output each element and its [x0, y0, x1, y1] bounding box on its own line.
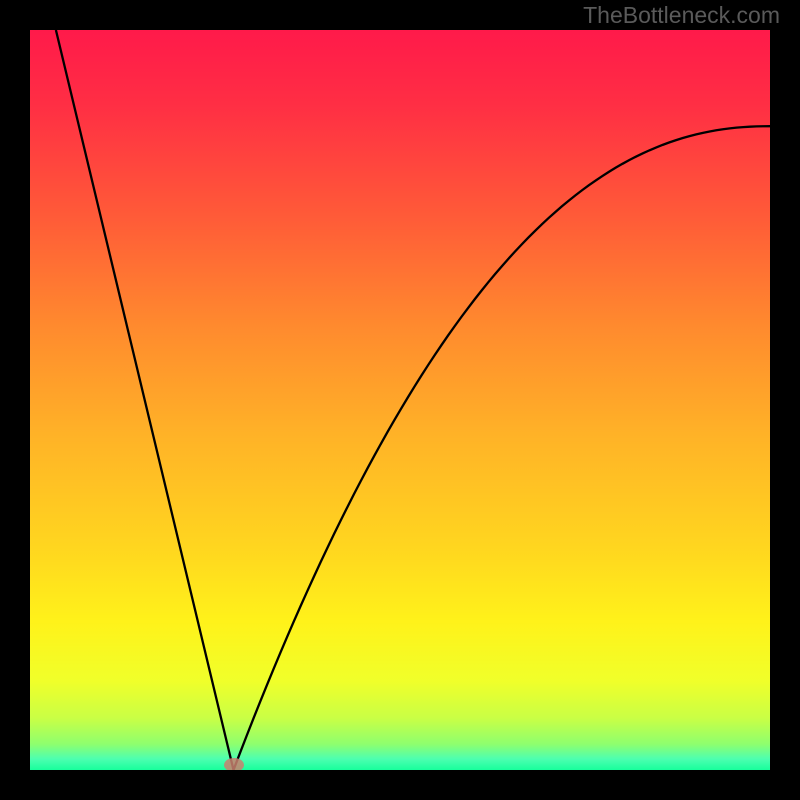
- curve-path: [56, 30, 770, 770]
- bottleneck-curve: [30, 30, 770, 770]
- plot-area: [30, 30, 770, 770]
- watermark-text: TheBottleneck.com: [583, 2, 780, 29]
- optimum-marker: [224, 758, 244, 770]
